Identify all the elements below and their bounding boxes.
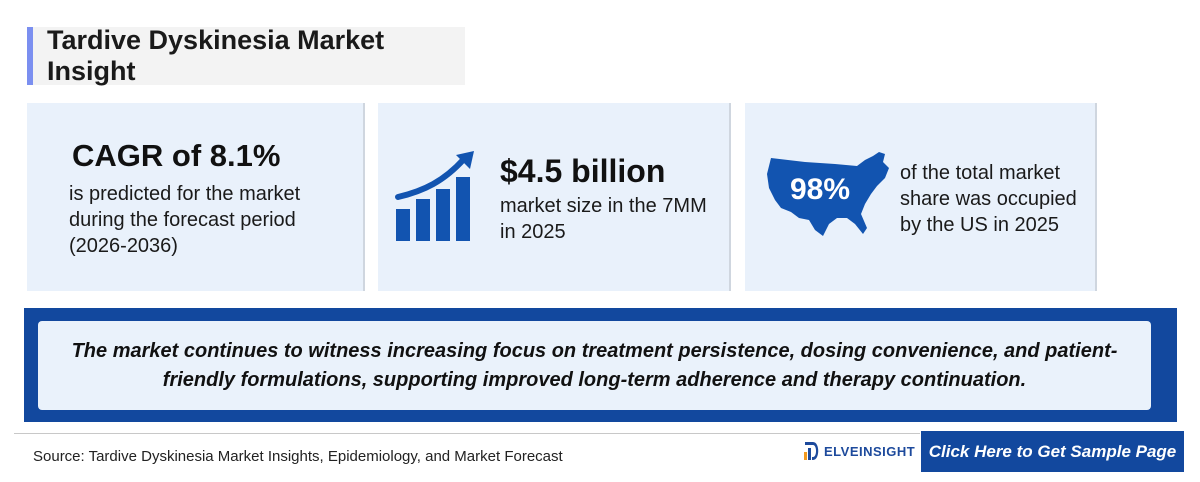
delveinsight-logo[interactable]: ELVEINSIGHT — [802, 440, 915, 462]
sample-page-button[interactable]: Click Here to Get Sample Page — [921, 431, 1184, 472]
us-share-description: of the total market share was occupied b… — [900, 162, 1077, 236]
market-size-card: $4.5 billion market size in the 7MM in 2… — [378, 103, 731, 291]
insight-banner: The market continues to witness increasi… — [24, 308, 1177, 422]
cagr-headline: CAGR of 8.1% — [72, 138, 281, 173]
page-title: Tardive Dyskinesia Market Insight — [47, 25, 385, 86]
market-size-headline: $4.5 billion — [500, 153, 666, 189]
delveinsight-logo-icon — [804, 442, 819, 460]
insight-text: The market continues to witness increasi… — [71, 339, 1118, 391]
growth-chart-icon — [395, 151, 474, 241]
us-share-value: 98% — [790, 173, 851, 206]
sample-page-label: Click Here to Get Sample Page — [928, 441, 1177, 461]
us-share-card: 98% of the total market share was occupi… — [745, 103, 1097, 291]
source-text: Source: Tardive Dyskinesia Market Insigh… — [33, 448, 563, 465]
cagr-description: is predicted for the market during the f… — [69, 183, 301, 257]
insight-banner-inner: The market continues to witness increasi… — [38, 321, 1151, 410]
footer-divider — [14, 433, 920, 434]
market-size-description: market size in the 7MM in 2025 — [500, 195, 707, 243]
logo-text: ELVEINSIGHT — [824, 443, 916, 459]
title-box: Tardive Dyskinesia Market Insight — [27, 25, 465, 86]
cagr-card: CAGR of 8.1% is predicted for the market… — [27, 103, 365, 291]
us-map-icon — [767, 152, 889, 236]
